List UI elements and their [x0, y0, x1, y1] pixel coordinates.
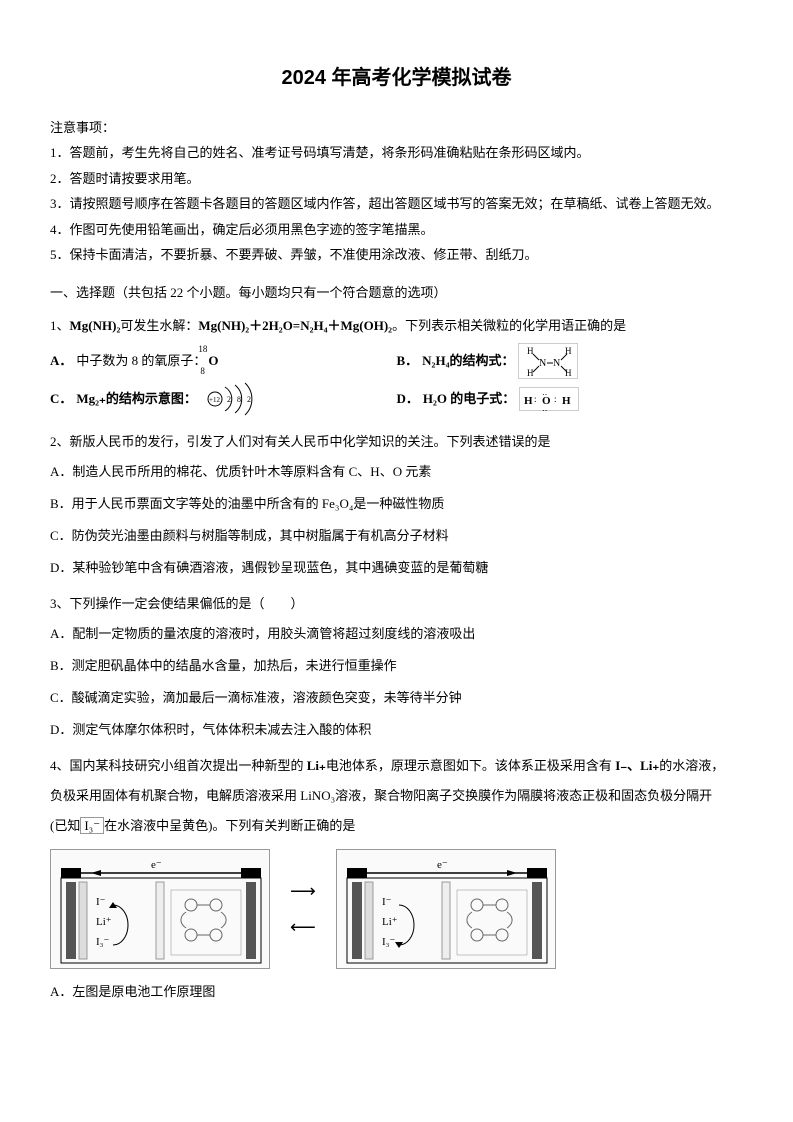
exam-title: 2024 年高考化学模拟试卷: [50, 60, 743, 96]
q1-mid1: 可发生水解：: [120, 318, 198, 333]
h2o-lewis-icon: H : O ‥ ‥ : H: [519, 387, 579, 411]
q4-mid1: 电池体系，原理示意图如下。该体系正极采用含有: [326, 758, 615, 773]
section-1-header: 一、选择题（共包括 22 个小题。每小题均只有一个符合题意的选项）: [50, 281, 743, 304]
svg-text:I⁻: I⁻: [382, 896, 392, 908]
svg-text:Li⁺: Li⁺: [382, 916, 398, 928]
q1-optD-text: H₂O 的电子式：: [423, 386, 515, 412]
iso-mass: 18: [198, 340, 207, 358]
q1-row-ab: A． 中子数为 8 的氧原子： 18 8 O B． N₂H₄的结构式： H H …: [50, 343, 743, 379]
svg-text:‥: ‥: [542, 404, 547, 412]
e-label: e⁻: [151, 859, 162, 871]
q1-optD: D． H₂O 的电子式： H : O ‥ ‥ : H: [397, 386, 744, 412]
q1-formula2: Mg(NH)₂＋2H₂O=N₂H₄＋Mg(OH)₂: [198, 318, 392, 333]
q1-stem: 1、Mg(NH)₂可发生水解：Mg(NH)₂＋2H₂O=N₂H₄＋Mg(OH)₂…: [50, 313, 743, 339]
q1-optA-text: 中子数为 8 的氧原子：: [76, 348, 206, 374]
instruction-5: 5．保持卡面清洁，不要折暴、不要弄破、弄皱，不准使用涂改液、修正带、刮纸刀。: [50, 243, 743, 266]
battery-left-icon: e⁻ I⁻ Li⁺ I₃⁻: [50, 849, 270, 969]
svg-text:N: N: [539, 358, 546, 369]
q4-line3-prefix: (已知: [50, 818, 80, 833]
svg-text::: :: [534, 394, 537, 404]
q4-i: I₋、Li₊: [615, 758, 659, 773]
svg-text:‥: ‥: [542, 388, 547, 397]
q1-suffix: 。下列表示相关微粒的化学用语正确的是: [392, 318, 626, 333]
q4-li: Li₊: [307, 758, 326, 773]
q1-row-cd: C． Mg₂₊的结构示意图： +12 2 8 2 D． H₂O 的电子式：: [50, 379, 743, 419]
instruction-1: 1．答题前，考生先将自己的姓名、准考证号码填写清楚，将条形码准确粘贴在条形码区域…: [50, 141, 743, 164]
q1-optA-label: A．: [50, 348, 72, 374]
oxygen-isotope-icon: 18 8 O: [208, 348, 218, 374]
iso-sym: O: [208, 353, 218, 368]
svg-text:N: N: [553, 358, 560, 369]
question-4: 4、国内某科技研究小组首次提出一种新型的 Li₊电池体系，原理示意图如下。该体系…: [50, 753, 743, 1005]
q4-prefix: 4、国内某科技研究小组首次提出一种新型的: [50, 758, 307, 773]
svg-text:8: 8: [237, 395, 241, 404]
svg-text:H: H: [527, 368, 534, 378]
q1-optC-text: Mg₂₊的结构示意图：: [76, 386, 197, 412]
q1-formula1: Mg(NH)₂: [70, 318, 121, 333]
question-2: 2、新版人民币的发行，引发了人们对有关人民币中化学知识的关注。下列表述错误的是 …: [50, 429, 743, 581]
svg-text::: :: [554, 394, 557, 404]
svg-text:Li⁺: Li⁺: [96, 916, 112, 928]
question-1: 1、Mg(NH)₂可发生水解：Mg(NH)₂＋2H₂O=N₂H₄＋Mg(OH)₂…: [50, 313, 743, 419]
q1-optC: C． Mg₂₊的结构示意图： +12 2 8 2: [50, 379, 397, 419]
svg-text:I₃⁻: I₃⁻: [382, 936, 395, 948]
svg-text:2: 2: [247, 395, 251, 404]
svg-text:+12: +12: [209, 396, 220, 404]
q3-optA: A．配制一定物质的量浓度的溶液时，用胶头滴管将超过刻度线的溶液吸出: [50, 621, 743, 647]
q4-optA: A．左图是原电池工作原理图: [50, 979, 743, 1005]
q1-optB-label: B．: [397, 348, 419, 374]
q1-optB-text: N₂H₄的结构式：: [422, 348, 514, 374]
svg-text:H: H: [565, 368, 572, 378]
q4-stem-line3: (已知I₃⁻在水溶液中呈黄色)。下列有关判断正确的是: [50, 813, 743, 839]
q2-optD: D．某种验钞笔中含有碘酒溶液，遇假钞呈现蓝色，其中遇碘变蓝的是葡萄糖: [50, 555, 743, 581]
svg-text:I⁻: I⁻: [96, 896, 106, 908]
mg-ion-shell-icon: +12 2 8 2: [201, 379, 257, 419]
q4-mid2: 的水溶液，: [659, 758, 724, 773]
instruction-3: 3．请按照题号顺序在答题卡各题目的答题区域内作答，超出答题区域书写的答案无效；在…: [50, 192, 743, 215]
battery-right-icon: e⁻ I⁻ Li⁺ I₃⁻: [336, 849, 556, 969]
svg-text:I₃⁻: I₃⁻: [96, 936, 109, 948]
q1-optA: A． 中子数为 8 的氧原子： 18 8 O: [50, 348, 397, 374]
instruction-2: 2．答题时请按要求用笔。: [50, 167, 743, 190]
q3-optB: B．测定胆矾晶体中的结晶水含量，加热后，未进行恒重操作: [50, 653, 743, 679]
q1-optC-label: C．: [50, 386, 72, 412]
n2h4-structure-icon: H H N N H H: [518, 343, 578, 379]
iso-z: 8: [200, 362, 205, 380]
q1-prefix: 1、: [50, 318, 70, 333]
q4-stem-line2: 负极采用固体有机聚合物，电解质溶液采用 LiNO₃溶液，聚合物阳离子交换膜作为隔…: [50, 783, 743, 809]
q2-stem: 2、新版人民币的发行，引发了人们对有关人民币中化学知识的关注。下列表述错误的是: [50, 429, 743, 455]
q2-optC: C．防伪荧光油墨由颜料与树脂等制成，其中树脂属于有机高分子材料: [50, 523, 743, 549]
q1-optD-label: D．: [397, 386, 419, 412]
battery-diagrams: e⁻ I⁻ Li⁺ I₃⁻: [50, 849, 743, 969]
svg-text:H: H: [524, 395, 533, 407]
q2-optB: B．用于人民币票面文字等处的油墨中所含有的 Fe₃O₄是一种磁性物质: [50, 491, 743, 517]
q4-line3-suffix: 在水溶液中呈黄色)。下列有关判断正确的是: [104, 818, 355, 833]
svg-text:2: 2: [227, 395, 231, 404]
question-3: 3、下列操作一定会使结果偏低的是（ ） A．配制一定物质的量浓度的溶液时，用胶头…: [50, 591, 743, 743]
instructions-header: 注意事项：: [50, 116, 743, 139]
q3-stem: 3、下列操作一定会使结果偏低的是（ ）: [50, 591, 743, 617]
q1-optB: B． N₂H₄的结构式： H H N N H H: [397, 343, 744, 379]
equilibrium-arrows-icon: ⟶ ⟵: [290, 873, 316, 945]
q3-optD: D．测定气体摩尔体积时，气体体积未减去注入酸的体积: [50, 717, 743, 743]
instruction-4: 4．作图可先使用铅笔画出，确定后必须用黑色字迹的签字笔描黑。: [50, 218, 743, 241]
q4-stem-line1: 4、国内某科技研究小组首次提出一种新型的 Li₊电池体系，原理示意图如下。该体系…: [50, 753, 743, 779]
svg-text:H: H: [562, 395, 571, 407]
q4-i3-box: I₃⁻: [80, 817, 104, 834]
q2-optA: A．制造人民币所用的棉花、优质针叶木等原料含有 C、H、O 元素: [50, 459, 743, 485]
q3-optC: C．酸碱滴定实验，滴加最后一滴标准液，溶液颜色突变，未等待半分钟: [50, 685, 743, 711]
svg-text:e⁻: e⁻: [437, 859, 448, 871]
